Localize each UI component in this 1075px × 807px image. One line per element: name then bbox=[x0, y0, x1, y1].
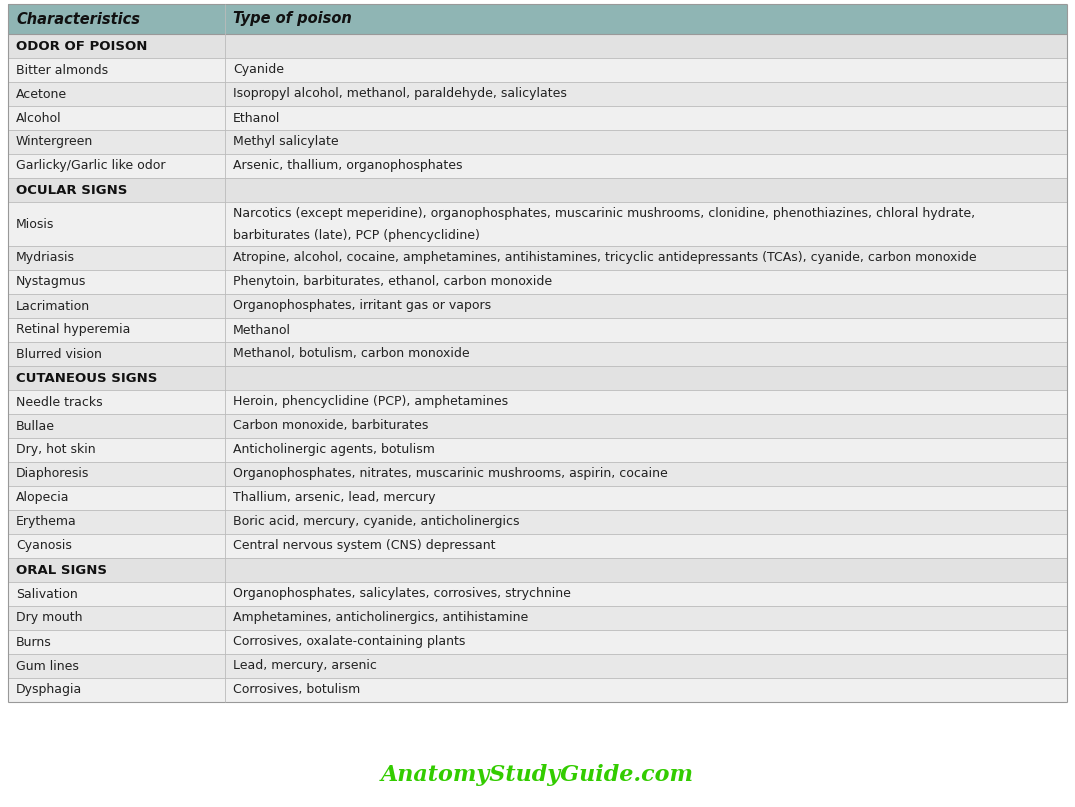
Text: Anticholinergic agents, botulism: Anticholinergic agents, botulism bbox=[233, 444, 435, 457]
Text: Central nervous system (CNS) depressant: Central nervous system (CNS) depressant bbox=[233, 540, 496, 553]
Text: Cyanide: Cyanide bbox=[233, 64, 284, 77]
Text: Ethanol: Ethanol bbox=[233, 111, 281, 124]
Text: ODOR OF POISON: ODOR OF POISON bbox=[16, 40, 147, 52]
Bar bbox=[8, 270, 1067, 294]
Text: Bitter almonds: Bitter almonds bbox=[16, 64, 109, 77]
Text: Wintergreen: Wintergreen bbox=[16, 136, 94, 148]
Text: Methyl salicylate: Methyl salicylate bbox=[233, 136, 339, 148]
Bar bbox=[8, 4, 1067, 34]
Text: Carbon monoxide, barbiturates: Carbon monoxide, barbiturates bbox=[233, 420, 429, 433]
Text: Lacrimation: Lacrimation bbox=[16, 299, 90, 312]
Text: Alcohol: Alcohol bbox=[16, 111, 61, 124]
Text: Organophosphates, irritant gas or vapors: Organophosphates, irritant gas or vapors bbox=[233, 299, 491, 312]
Text: Boric acid, mercury, cyanide, anticholinergics: Boric acid, mercury, cyanide, anticholin… bbox=[233, 516, 519, 529]
Bar bbox=[8, 318, 1067, 342]
Text: Lead, mercury, arsenic: Lead, mercury, arsenic bbox=[233, 659, 377, 672]
Text: Erythema: Erythema bbox=[16, 516, 76, 529]
Text: ORAL SIGNS: ORAL SIGNS bbox=[16, 563, 108, 576]
Text: Narcotics (except meperidine), organophosphates, muscarinic mushrooms, clonidine: Narcotics (except meperidine), organopho… bbox=[233, 207, 975, 220]
Text: Amphetamines, anticholinergics, antihistamine: Amphetamines, anticholinergics, antihist… bbox=[233, 612, 528, 625]
Text: Organophosphates, nitrates, muscarinic mushrooms, aspirin, cocaine: Organophosphates, nitrates, muscarinic m… bbox=[233, 467, 668, 480]
Text: Salivation: Salivation bbox=[16, 587, 77, 600]
Bar bbox=[8, 606, 1067, 630]
Text: Cyanosis: Cyanosis bbox=[16, 540, 72, 553]
Text: Nystagmus: Nystagmus bbox=[16, 275, 86, 288]
Text: Alopecia: Alopecia bbox=[16, 491, 70, 504]
Bar bbox=[8, 202, 1067, 246]
Text: Blurred vision: Blurred vision bbox=[16, 348, 102, 361]
Text: Phenytoin, barbiturates, ethanol, carbon monoxide: Phenytoin, barbiturates, ethanol, carbon… bbox=[233, 275, 553, 288]
Text: Atropine, alcohol, cocaine, amphetamines, antihistamines, tricyclic antidepressa: Atropine, alcohol, cocaine, amphetamines… bbox=[233, 252, 977, 265]
Bar bbox=[8, 582, 1067, 606]
Text: Acetone: Acetone bbox=[16, 87, 67, 101]
Bar bbox=[8, 294, 1067, 318]
Bar bbox=[8, 390, 1067, 414]
Text: Mydriasis: Mydriasis bbox=[16, 252, 75, 265]
Text: Miosis: Miosis bbox=[16, 218, 55, 231]
Text: Type of poison: Type of poison bbox=[233, 11, 352, 27]
Text: Characteristics: Characteristics bbox=[16, 11, 140, 27]
Text: Diaphoresis: Diaphoresis bbox=[16, 467, 89, 480]
Bar bbox=[8, 438, 1067, 462]
Bar bbox=[8, 414, 1067, 438]
Text: Heroin, phencyclidine (PCP), amphetamines: Heroin, phencyclidine (PCP), amphetamine… bbox=[233, 395, 508, 408]
Bar bbox=[8, 462, 1067, 486]
Bar bbox=[8, 178, 1067, 202]
Text: Gum lines: Gum lines bbox=[16, 659, 78, 672]
Text: barbiturates (late), PCP (phencyclidine): barbiturates (late), PCP (phencyclidine) bbox=[233, 228, 479, 241]
Bar bbox=[8, 630, 1067, 654]
Text: Isopropyl alcohol, methanol, paraldehyde, salicylates: Isopropyl alcohol, methanol, paraldehyde… bbox=[233, 87, 567, 101]
Text: Dry mouth: Dry mouth bbox=[16, 612, 83, 625]
Text: Thallium, arsenic, lead, mercury: Thallium, arsenic, lead, mercury bbox=[233, 491, 435, 504]
Text: CUTANEOUS SIGNS: CUTANEOUS SIGNS bbox=[16, 371, 157, 384]
Text: Arsenic, thallium, organophosphates: Arsenic, thallium, organophosphates bbox=[233, 160, 462, 173]
Bar bbox=[8, 82, 1067, 106]
Text: Corrosives, botulism: Corrosives, botulism bbox=[233, 684, 360, 696]
Bar bbox=[8, 654, 1067, 678]
Bar bbox=[8, 106, 1067, 130]
Bar bbox=[8, 558, 1067, 582]
Bar bbox=[8, 510, 1067, 534]
Text: Methanol: Methanol bbox=[233, 324, 291, 337]
Bar bbox=[8, 486, 1067, 510]
Text: Dysphagia: Dysphagia bbox=[16, 684, 83, 696]
Text: Corrosives, oxalate-containing plants: Corrosives, oxalate-containing plants bbox=[233, 635, 465, 649]
Bar bbox=[8, 534, 1067, 558]
Bar bbox=[8, 678, 1067, 702]
Bar bbox=[8, 130, 1067, 154]
Bar bbox=[8, 154, 1067, 178]
Text: Organophosphates, salicylates, corrosives, strychnine: Organophosphates, salicylates, corrosive… bbox=[233, 587, 571, 600]
Text: AnatomyStudyGuide.com: AnatomyStudyGuide.com bbox=[381, 764, 694, 786]
Text: Bullae: Bullae bbox=[16, 420, 55, 433]
Bar bbox=[8, 246, 1067, 270]
Text: Garlicky/Garlic like odor: Garlicky/Garlic like odor bbox=[16, 160, 166, 173]
Bar bbox=[8, 366, 1067, 390]
Text: Needle tracks: Needle tracks bbox=[16, 395, 102, 408]
Text: Dry, hot skin: Dry, hot skin bbox=[16, 444, 96, 457]
Text: OCULAR SIGNS: OCULAR SIGNS bbox=[16, 183, 127, 196]
Bar bbox=[8, 342, 1067, 366]
Bar bbox=[8, 34, 1067, 58]
Bar bbox=[8, 58, 1067, 82]
Text: Burns: Burns bbox=[16, 635, 52, 649]
Text: Methanol, botulism, carbon monoxide: Methanol, botulism, carbon monoxide bbox=[233, 348, 470, 361]
Text: Retinal hyperemia: Retinal hyperemia bbox=[16, 324, 130, 337]
